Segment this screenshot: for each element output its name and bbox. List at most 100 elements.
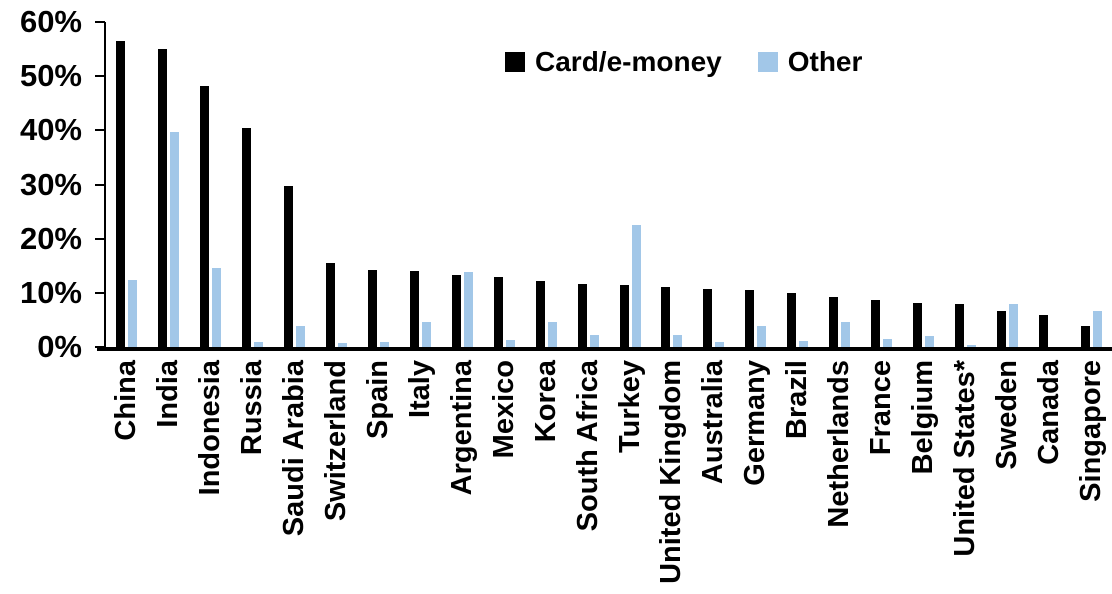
x-axis-label-cell: Singapore <box>1070 360 1112 592</box>
bar-other <box>463 272 473 347</box>
category-bar-group-belgium <box>903 22 945 347</box>
x-axis-category-label: Netherlands <box>823 360 856 528</box>
category-bar-group-switzerland <box>316 22 358 347</box>
x-axis-label-cell: Korea <box>525 360 567 592</box>
x-axis-category-label: Russia <box>236 360 269 456</box>
bar-card-e-money <box>284 185 294 347</box>
category-bar-group-mexico <box>483 22 525 347</box>
bar-other <box>673 334 683 347</box>
y-axis-tick <box>95 291 105 294</box>
bar-other <box>757 325 767 347</box>
category-bar-group-indonesia <box>190 22 232 347</box>
category-bar-group-spain <box>358 22 400 347</box>
x-axis-label-cell: Canada <box>1028 360 1070 592</box>
y-axis-tick <box>95 183 105 186</box>
x-axis-category-label: South Africa <box>571 360 604 532</box>
bar-card-e-money <box>409 271 419 347</box>
legend-item-other: Other <box>757 46 863 78</box>
bar-card-e-money <box>493 277 503 347</box>
x-axis-category-label: Germany <box>739 360 772 486</box>
bar-other <box>966 345 976 347</box>
category-bar-group-netherlands <box>819 22 861 347</box>
y-axis-tick <box>95 129 105 132</box>
x-axis-category-label: Brazil <box>781 360 814 439</box>
bar-card-e-money <box>535 281 545 347</box>
category-bar-group-italy <box>399 22 441 347</box>
category-bar-group-south-africa <box>567 22 609 347</box>
bar-card-e-money <box>326 262 336 347</box>
bar-card-e-money <box>871 300 881 347</box>
category-bar-group-turkey <box>609 22 651 347</box>
y-axis-tick <box>95 237 105 240</box>
x-axis-category-label: Saudi Arabia <box>278 360 311 537</box>
x-axis-label-cell: Russia <box>232 360 274 592</box>
bar-card-e-money <box>116 40 126 347</box>
category-bar-group-china <box>106 22 148 347</box>
y-axis-tick-label: 60% <box>19 4 82 39</box>
x-axis-category-label: Belgium <box>906 360 939 475</box>
category-bar-group-india <box>148 22 190 347</box>
bar-card-e-money <box>996 311 1006 347</box>
x-axis-category-label: Argentina <box>445 360 478 496</box>
x-axis-line <box>97 347 1112 351</box>
category-bar-group-canada <box>1028 22 1070 347</box>
x-axis-label-cell: United Kingdom <box>651 360 693 592</box>
x-axis-label-cell: Switzerland <box>316 360 358 592</box>
category-bar-group-germany <box>735 22 777 347</box>
category-bar-group-argentina <box>441 22 483 347</box>
x-axis-category-label: India <box>152 360 185 428</box>
category-bar-group-brazil <box>777 22 819 347</box>
bar-card-e-money <box>829 297 839 347</box>
x-axis-label-cell: France <box>861 360 903 592</box>
x-axis-label-cell: South Africa <box>567 360 609 592</box>
y-axis-tick-label: 20% <box>19 220 82 256</box>
bar-card-e-money <box>787 293 797 347</box>
x-axis-category-label: United Kingdom <box>655 360 688 584</box>
legend-swatch-card-e-money <box>505 52 525 72</box>
legend-swatch-other <box>757 52 778 72</box>
x-axis-label-cell: Sweden <box>986 360 1028 592</box>
x-axis-label-cell: Spain <box>358 360 400 592</box>
x-axis-label-cell: Brazil <box>777 360 819 592</box>
category-bar-group-united-states <box>944 22 986 347</box>
bar-card-e-money <box>200 85 210 347</box>
x-axis-category-label: Australia <box>697 360 730 485</box>
bar-card-e-money <box>619 284 629 347</box>
x-axis-label-cell: Germany <box>735 360 777 592</box>
bar-card-e-money <box>451 274 461 347</box>
bar-other <box>883 339 893 347</box>
x-axis-category-label: United States* <box>948 360 981 557</box>
bar-other <box>505 339 515 347</box>
bar-other <box>1008 303 1018 347</box>
x-axis-category-label: Spain <box>361 360 394 439</box>
category-bar-group-france <box>861 22 903 347</box>
legend: Card/e-money Other <box>505 46 862 78</box>
bar-other <box>421 321 431 347</box>
bar-other <box>841 321 851 347</box>
bar-card-e-money <box>1038 314 1048 347</box>
plot-area <box>106 22 1112 347</box>
bar-other <box>296 325 306 347</box>
x-axis-label-cell: Belgium <box>903 360 945 592</box>
x-axis-category-label: France <box>865 360 898 456</box>
x-axis-label-cell: Australia <box>693 360 735 592</box>
bar-card-e-money <box>367 270 377 347</box>
y-axis-tick <box>95 75 105 78</box>
bar-card-e-money <box>661 287 671 347</box>
x-axis-category-label: Korea <box>529 360 562 443</box>
x-axis-label-cell: China <box>106 360 148 592</box>
x-axis-label-cell: Netherlands <box>819 360 861 592</box>
category-bar-group-sweden <box>986 22 1028 347</box>
x-axis-label-cell: United States* <box>944 360 986 592</box>
bar-other <box>254 341 264 347</box>
bar-other <box>338 342 348 347</box>
legend-label-other: Other <box>787 46 863 77</box>
y-axis-tick-label: 50% <box>19 58 82 94</box>
category-bar-group-australia <box>693 22 735 347</box>
x-axis-label-cell: Turkey <box>609 360 651 592</box>
bar-card-e-money <box>954 304 964 347</box>
bar-card-e-money <box>703 289 713 347</box>
y-axis-tick <box>95 21 105 23</box>
x-axis-label-cell: India <box>148 360 190 592</box>
